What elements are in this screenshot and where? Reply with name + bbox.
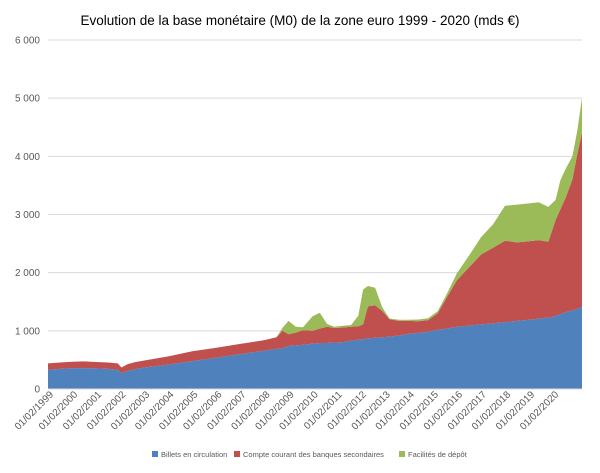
area-compte-courant-des-banques-secondaires [48, 132, 582, 374]
y-tick-label: 6 000 [15, 36, 40, 47]
legend-swatch [152, 451, 158, 457]
y-tick-label: 4 000 [15, 152, 40, 163]
y-tick-labels: 0 1 000 2 000 3 000 4 000 5 000 6 000 [15, 36, 40, 396]
gridlines [48, 39, 582, 332]
area-series [48, 97, 582, 389]
chart-title: Evolution de la base monétaire (M0) de l… [80, 13, 519, 28]
legend-swatch [399, 451, 405, 457]
legend: Billets en circulation Compte courant des… [152, 450, 468, 459]
y-tick-label: 2 000 [15, 268, 40, 279]
area-billets-en-circulation [48, 307, 582, 389]
legend-label: Facilités de dépôt [408, 450, 468, 459]
legend-label: Compte courant des banques secondaires [243, 450, 384, 459]
y-tick-label: 1 000 [15, 326, 40, 337]
legend-label: Billets en circulation [161, 450, 227, 459]
y-tick-label: 0 [34, 385, 40, 396]
legend-swatch [234, 451, 240, 457]
y-tick-label: 3 000 [15, 210, 40, 221]
y-tick-label: 5 000 [15, 94, 40, 105]
